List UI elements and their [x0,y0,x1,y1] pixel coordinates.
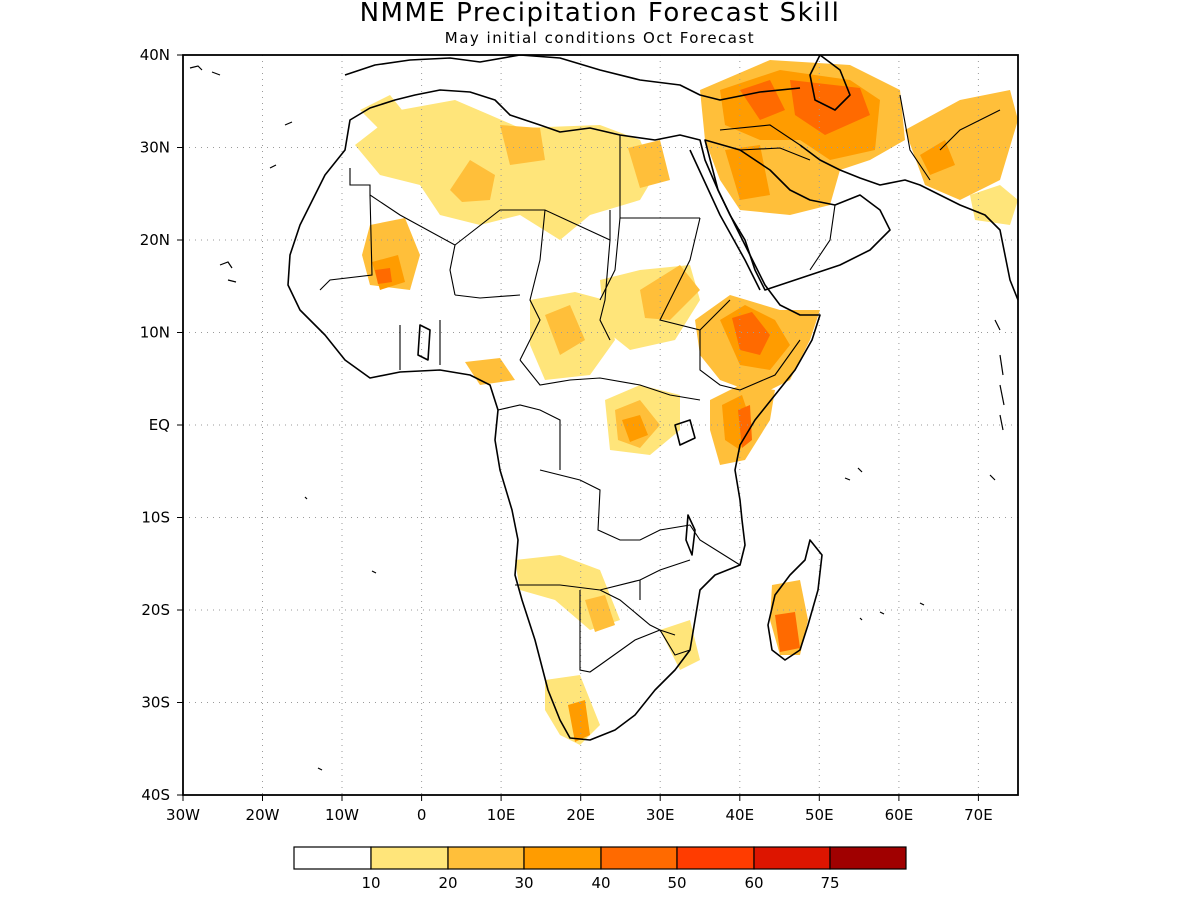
colorbar-label: 60 [744,874,763,892]
lat-label: EQ [149,416,170,434]
lake-volta [417,324,431,361]
lon-label: 20E [566,806,595,824]
europe-coastline [344,55,801,101]
lat-label: 30S [141,694,170,712]
colorbar-label: 10 [361,874,380,892]
colorbar-label: 50 [667,874,686,892]
coastlines [287,55,1018,741]
madagascar-coastline [767,539,823,661]
lon-label: 20W [246,806,280,824]
skill-patch-pakistan-core [920,140,955,175]
lat-label: 30N [140,139,170,157]
arabia-coastline [704,139,891,291]
skill-patch-sudan-core [640,265,700,320]
axis-ticks [177,54,979,801]
lake-malawi [685,514,696,556]
country-borders [319,94,1001,673]
colorbar: 10 20 30 40 50 60 75 [293,846,907,892]
lat-label: 40S [141,786,170,804]
lat-label: 10N [140,324,170,342]
red-sea-line [689,149,761,291]
lon-labels: 30W 20W 10W 0 10E 20E 30E 40E 50E 60E 70… [166,806,993,824]
skill-patch-india [970,185,1018,225]
colorbar-label: 75 [820,874,839,892]
skill-patch-saudi [725,145,770,200]
skill-patch-mali-max [375,268,392,284]
lon-label: 40E [726,806,755,824]
lon-label: 70E [964,806,993,824]
skill-patch-botswana [585,595,615,632]
colorbar-swatch [293,846,372,870]
map-title: NMME Precipitation Forecast Skill [359,0,841,28]
skill-patch-kenya-coast [738,405,752,448]
lat-label: 40N [140,46,170,64]
lat-label: 20N [140,231,170,249]
lon-label: 10W [325,806,359,824]
lon-label: 0 [417,806,427,824]
lat-label: 20S [141,601,170,619]
skill-shading [355,60,1018,745]
skill-patch-sahara [355,100,655,240]
colorbar-label: 20 [438,874,457,892]
skill-patch-chad [545,305,585,355]
colorbar-swatch [753,846,831,870]
colorbar-swatch [370,846,449,870]
skill-patch-guinea-coast [465,358,515,385]
colorbar-label: 40 [591,874,610,892]
skill-patch-sahara-core [450,160,495,202]
lat-label: 10S [141,509,170,527]
lon-label: 10E [487,806,516,824]
islands [189,65,1005,771]
skill-patch-madagascar-core [775,612,800,652]
skill-patch-mozambique [660,620,700,670]
skill-patch-nw-africa [360,95,410,130]
colorbar-swatch [676,846,755,870]
lake-victoria [674,419,696,446]
skill-patch-drc-max [622,415,648,442]
lon-label: 60E [885,806,914,824]
skill-patch-egypt [628,140,670,188]
caspian-coastline [809,55,851,111]
colorbar-swatch [523,846,602,870]
map-subtitle: May initial conditions Oct Forecast [444,29,756,47]
colorbar-label: 30 [514,874,533,892]
skill-patch-libya [500,125,545,165]
colorbar-swatch [829,846,907,870]
lon-label: 30E [646,806,675,824]
skill-patch-cape [568,700,590,742]
lat-labels: 40N 30N 20N 10N EQ 10S 20S 30S 40S [140,46,170,804]
colorbar-swatch [447,846,525,870]
iran-coastline [799,144,1018,301]
colorbar-swatch [600,846,678,870]
lon-label: 30W [166,806,200,824]
africa-coastline [287,89,821,741]
skill-patch-pakistan [905,90,1018,200]
skill-patch-ethiopia-core [732,312,770,355]
lon-label: 50E [805,806,834,824]
